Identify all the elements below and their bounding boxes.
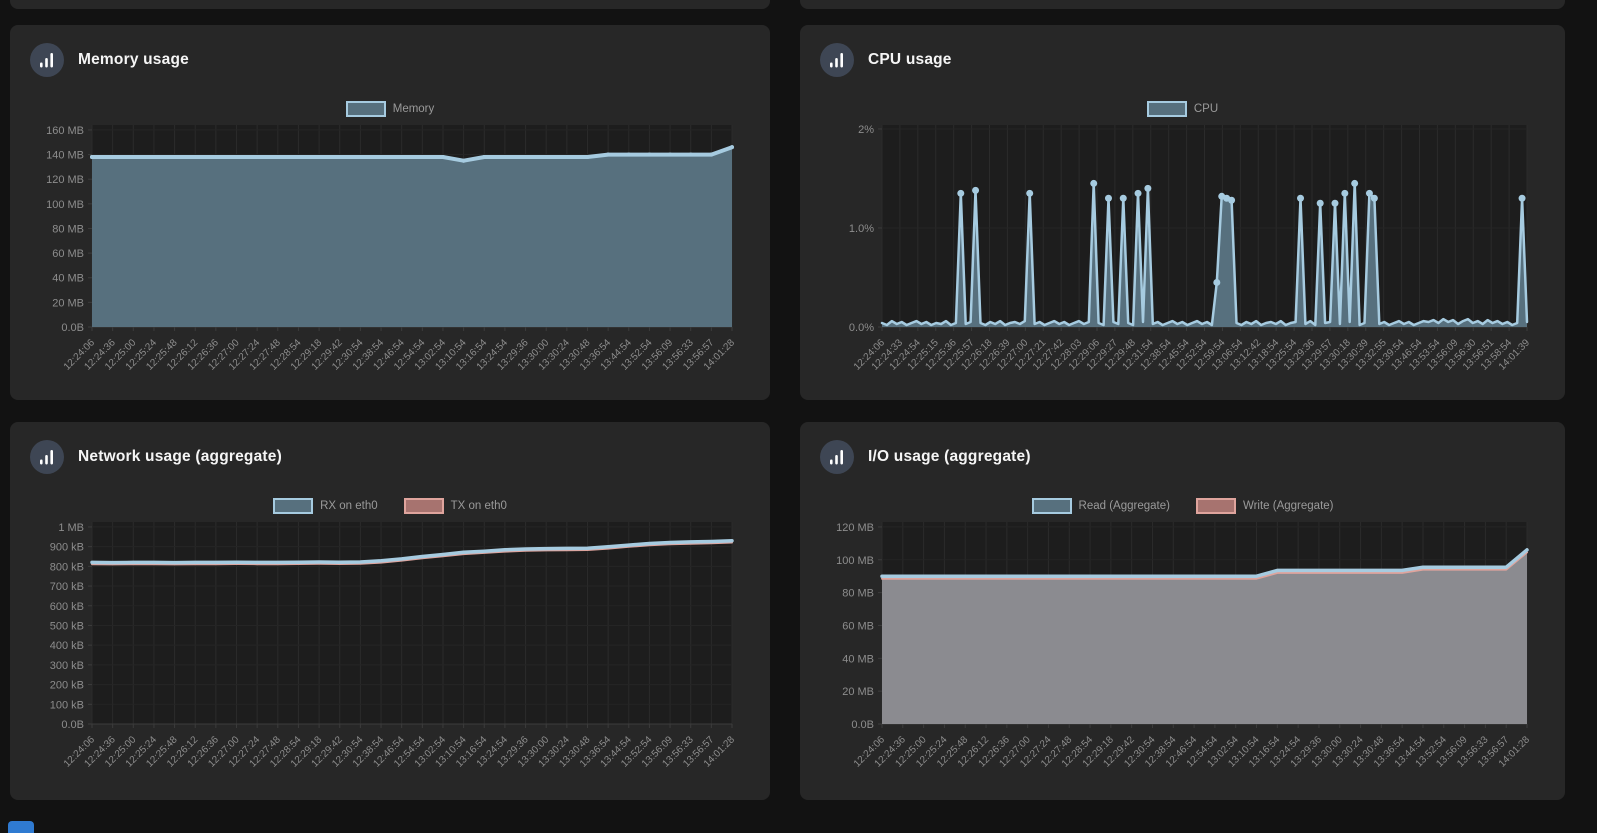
panel-title: Memory usage <box>78 51 189 68</box>
chart-legend: CPU <box>820 100 1545 117</box>
legend-label: Memory <box>392 102 435 115</box>
svg-text:40 MB: 40 MB <box>842 653 874 665</box>
svg-text:500 kB: 500 kB <box>50 620 84 632</box>
svg-text:20 MB: 20 MB <box>52 297 84 309</box>
bar-chart-icon <box>30 440 64 474</box>
svg-text:80 MB: 80 MB <box>842 588 874 600</box>
panel-header: Memory usage <box>30 43 750 77</box>
stats-panel-io: I/O usage (aggregate) Read (Aggregate) Wr… <box>800 422 1565 800</box>
stats-panel-memory: Memory usage Memory 0.0B 20 MB 40 MB 60 MB 8… <box>10 25 770 400</box>
legend-label: Read (Aggregate) <box>1078 499 1170 512</box>
legend-label: Write (Aggregate) <box>1242 499 1334 512</box>
bar-chart-icon <box>30 43 64 77</box>
partial-bottom-button[interactable] <box>8 821 34 833</box>
svg-text:800 kB: 800 kB <box>50 561 84 573</box>
legend-label: TX on eth0 <box>450 499 507 512</box>
chart-legend: Read (Aggregate) Write (Aggregate) <box>820 497 1545 514</box>
svg-text:80 MB: 80 MB <box>52 223 84 235</box>
svg-text:2%: 2% <box>858 124 874 136</box>
svg-text:400 kB: 400 kB <box>50 640 84 652</box>
svg-text:700 kB: 700 kB <box>50 581 84 593</box>
svg-text:200 kB: 200 kB <box>50 680 84 692</box>
svg-text:100 MB: 100 MB <box>46 199 84 211</box>
svg-text:140 MB: 140 MB <box>46 150 84 162</box>
panel-header: I/O usage (aggregate) <box>820 440 1545 474</box>
svg-text:60 MB: 60 MB <box>52 248 84 260</box>
legend-swatch-icon <box>345 100 386 117</box>
panel-header: Network usage (aggregate) <box>30 440 750 474</box>
usage-chart[interactable]: 0.0B 20 MB 40 MB 60 MB 80 MB 100 MB 120 MB 140 … <box>30 120 750 387</box>
svg-text:0.0B: 0.0B <box>851 719 874 731</box>
svg-text:0.0B: 0.0B <box>61 719 84 731</box>
svg-text:600 kB: 600 kB <box>50 601 84 613</box>
svg-text:0.0%: 0.0% <box>849 322 874 334</box>
bar-chart-icon <box>820 440 854 474</box>
legend-item[interactable]: CPU <box>1146 100 1219 117</box>
svg-text:100 MB: 100 MB <box>836 555 874 567</box>
svg-text:100 kB: 100 kB <box>50 699 84 711</box>
legend-item[interactable]: TX on eth0 <box>403 497 507 514</box>
legend-item[interactable]: RX on eth0 <box>273 497 378 514</box>
partial-panel-above-right <box>800 0 1565 9</box>
legend-item[interactable]: Write (Aggregate) <box>1195 497 1334 514</box>
svg-text:20 MB: 20 MB <box>842 686 874 698</box>
svg-text:60 MB: 60 MB <box>842 620 874 632</box>
stats-panel-cpu: CPU usage CPU 0.0% 1.0% 2% 12:24:06 12:24:33… <box>800 25 1565 400</box>
svg-text:40 MB: 40 MB <box>52 273 84 285</box>
svg-text:0.0B: 0.0B <box>61 322 84 334</box>
stats-panel-network: Network usage (aggregate) RX on eth0 TX o… <box>10 422 770 800</box>
svg-text:160 MB: 160 MB <box>46 125 84 137</box>
chart-legend: Memory <box>30 100 750 117</box>
usage-chart[interactable]: 0.0B 100 kB 200 kB 300 kB 400 kB 500 kB 600 kB… <box>30 517 750 784</box>
legend-swatch-icon <box>273 497 314 514</box>
svg-text:120 MB: 120 MB <box>46 174 84 186</box>
partial-panel-above-left <box>10 0 770 9</box>
panel-header: CPU usage <box>820 43 1545 77</box>
legend-swatch-icon <box>1146 100 1187 117</box>
svg-text:1.0%: 1.0% <box>849 223 874 235</box>
legend-swatch-icon <box>1031 497 1072 514</box>
chart-legend: RX on eth0 TX on eth0 <box>30 497 750 514</box>
bar-chart-icon <box>820 43 854 77</box>
svg-text:1 MB: 1 MB <box>58 522 84 534</box>
legend-item[interactable]: Memory <box>345 100 435 117</box>
svg-text:300 kB: 300 kB <box>50 660 84 672</box>
legend-swatch-icon <box>1195 497 1236 514</box>
legend-item[interactable]: Read (Aggregate) <box>1031 497 1170 514</box>
legend-swatch-icon <box>403 497 444 514</box>
panel-title: Network usage (aggregate) <box>78 448 282 465</box>
svg-text:900 kB: 900 kB <box>50 542 84 554</box>
legend-label: CPU <box>1193 102 1219 115</box>
panel-title: CPU usage <box>868 51 952 68</box>
svg-text:120 MB: 120 MB <box>836 522 874 534</box>
legend-label: RX on eth0 <box>320 499 378 512</box>
panel-title: I/O usage (aggregate) <box>868 448 1031 465</box>
usage-chart[interactable]: 0.0%1.0%2%12:24:0612:24:3312:24:5412:25:… <box>820 120 1545 387</box>
